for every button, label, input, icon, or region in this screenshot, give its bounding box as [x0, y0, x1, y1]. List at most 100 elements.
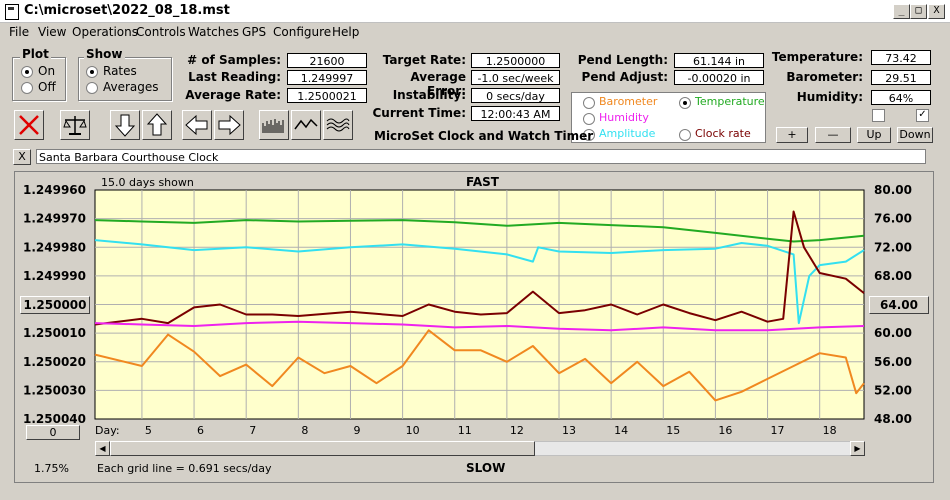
right-axis-center-button[interactable]: 64.00	[869, 296, 929, 314]
last-reading-label: Last Reading:	[188, 70, 281, 84]
clock-rate-radio[interactable]	[679, 129, 691, 141]
balance-scale-icon	[63, 116, 87, 135]
barometer-radio[interactable]	[583, 97, 595, 109]
grid-lines	[95, 190, 864, 419]
day-tick-label: 6	[197, 424, 204, 437]
maximize-button[interactable]: □	[910, 4, 927, 19]
average-error-label: Average Error:	[410, 70, 466, 98]
range-down-button[interactable]: Down	[897, 127, 933, 143]
humidity-radio[interactable]	[583, 113, 595, 125]
clock-name-field[interactable]: Santa Barbara Courthouse Clock	[36, 149, 926, 164]
samples-label: # of Samples:	[187, 53, 281, 67]
plot-off-radio[interactable]	[21, 82, 33, 94]
barometer-option-label: Barometer	[599, 95, 658, 108]
close-window-button[interactable]: X	[928, 4, 945, 19]
barometer-value: 29.51	[871, 70, 931, 85]
pend-length-value: 61.144 in	[674, 53, 764, 68]
left-tick-label: 1.249990	[23, 269, 86, 283]
humidity-checkbox-2[interactable]: ✓	[916, 109, 929, 122]
left-axis-ticks: 1.249960 1.249970 1.249980 1.249990 1.250010…	[23, 183, 86, 426]
range-plus-button[interactable]: +	[776, 127, 808, 143]
plot-off-label: Off	[38, 80, 56, 94]
pend-length-label: Pend Length:	[577, 53, 668, 67]
stop-button[interactable]	[14, 110, 44, 140]
window-title: C:\microset\2022_08_18.mst	[24, 3, 230, 18]
plot-group-label: Plot	[20, 47, 51, 61]
up-arrow-button[interactable]	[142, 110, 172, 140]
right-tick-label: 48.00	[874, 412, 912, 426]
menu-configure[interactable]: Configure	[273, 25, 332, 39]
humidity-checkbox-1[interactable]	[872, 109, 885, 122]
day-tick-label: 13	[562, 424, 576, 437]
scroll-right-icon[interactable]: ▶	[850, 441, 865, 456]
left-tick-label: 1.249960	[23, 183, 86, 197]
menu-watches[interactable]: Watches	[188, 25, 239, 39]
offset-button[interactable]: 0	[26, 425, 80, 440]
day-tick-label: 14	[614, 424, 628, 437]
series-selector	[571, 92, 766, 143]
day-tick-label: 18	[823, 424, 837, 437]
clock-rate-option-label: Clock rate	[695, 127, 751, 140]
right-arrow-button[interactable]	[214, 110, 244, 140]
series-line-barometer	[94, 329, 865, 402]
left-tick-label: 1.250010	[23, 326, 86, 340]
range-minus-button[interactable]: —	[815, 127, 851, 143]
menu-view[interactable]: View	[38, 25, 67, 39]
right-tick-label: 52.00	[874, 383, 912, 397]
temperature-option-label: Temperature	[695, 95, 765, 108]
scroll-thumb[interactable]	[110, 441, 535, 456]
show-rates-label: Rates	[103, 64, 137, 78]
day-axis-label: Day:	[95, 424, 120, 437]
plot-on-radio[interactable]	[21, 66, 33, 78]
days-shown-label: 15.0 days shown	[101, 176, 194, 189]
bars-view-button[interactable]	[259, 110, 289, 140]
chart-panel	[14, 171, 934, 483]
x-axis-ticks: Day: 5 6 7 8 9 10 11 12 13 14 15 16 17 18	[95, 424, 837, 437]
day-tick-label: 7	[249, 424, 256, 437]
temperature-radio[interactable]	[679, 97, 691, 109]
humidity-option-label: Humidity	[599, 111, 649, 124]
average-rate-label: Average Rate:	[185, 88, 281, 102]
left-tick-label: 1.249970	[23, 212, 86, 226]
target-rate-label: Target Rate:	[382, 53, 466, 67]
line-view-button[interactable]	[291, 110, 321, 140]
series-line-clock-rate	[94, 210, 865, 326]
menu-file[interactable]: File	[9, 25, 30, 39]
line-graph-icon	[294, 118, 318, 130]
menu-controls[interactable]: Controls	[136, 25, 186, 39]
right-tick-label: 80.00	[874, 183, 912, 197]
plot-on-label: On	[38, 64, 56, 78]
target-rate-value: 1.2500000	[471, 53, 560, 68]
menu-gps[interactable]: GPS	[242, 25, 267, 39]
right-tick-label: 56.00	[874, 355, 912, 369]
percent-label: 1.75%	[34, 462, 69, 475]
average-error-value: -1.0 sec/week	[471, 70, 560, 85]
instability-label: Instability:	[392, 88, 466, 102]
left-arrow-button[interactable]	[182, 110, 212, 140]
minimize-button[interactable]: _	[893, 4, 910, 19]
show-averages-label: Averages	[103, 80, 159, 94]
show-averages-radio[interactable]	[86, 82, 98, 94]
down-arrow-button[interactable]	[110, 110, 140, 140]
menu-operations[interactable]: Operations	[72, 25, 138, 39]
series-line-amplitude	[94, 239, 865, 325]
wave-icon	[326, 118, 350, 132]
day-tick-label: 16	[718, 424, 732, 437]
show-rates-radio[interactable]	[86, 66, 98, 78]
menu-bar: File View Operations Controls Watches GP…	[0, 22, 950, 42]
series-lines	[94, 210, 865, 402]
smooth-view-button[interactable]	[323, 110, 353, 140]
balance-button[interactable]	[60, 110, 90, 140]
day-tick-label: 5	[145, 424, 152, 437]
right-tick-label: 72.00	[874, 240, 912, 254]
amplitude-radio[interactable]	[583, 129, 595, 141]
clear-clock-button[interactable]: X	[13, 149, 31, 165]
range-up-button[interactable]: Up	[857, 127, 891, 143]
day-tick-label: 9	[353, 424, 360, 437]
scroll-left-icon[interactable]: ◀	[95, 441, 110, 456]
left-tick-label: 1.250030	[23, 383, 86, 397]
left-axis-center-button[interactable]: 1.250000	[20, 296, 90, 314]
arrow-right-icon	[218, 114, 241, 136]
menu-help[interactable]: Help	[332, 25, 360, 39]
